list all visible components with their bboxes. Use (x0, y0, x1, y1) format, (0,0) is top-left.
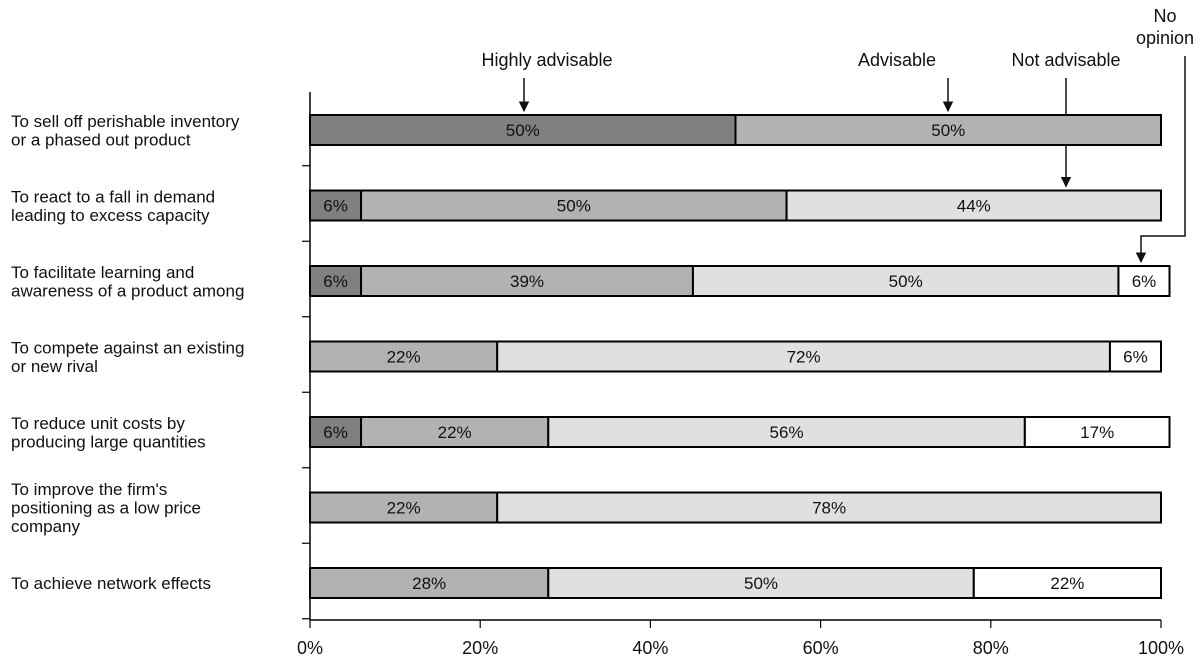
legend-arrow (1135, 56, 1186, 264)
bar-segment-not-advisable (785, 189, 1162, 222)
bar-segment-no-opinion (1117, 265, 1171, 297)
data-label: 6% (323, 197, 348, 216)
category-label: To improve the firm's positioning as a lo… (11, 480, 201, 536)
bar-segment-not-advisable (547, 416, 1026, 448)
category-label: To reduce unit costs by producing large q… (11, 414, 206, 452)
category-label: To sell off perishable inventory or a pha… (11, 112, 240, 150)
data-label: 6% (323, 423, 348, 442)
bars: 50% 50% 6% 50% 44% 6% 39% 50% 6% 22% 72% 6% 6% 22% 56%… (309, 114, 1171, 599)
data-label: 72% (787, 348, 821, 367)
data-label: 6% (1132, 272, 1157, 291)
legend-callout: No opinion (1135, 6, 1194, 264)
data-label: 17% (1080, 423, 1114, 442)
data-label: 50% (506, 121, 540, 140)
legend-callout: Highly advisable (481, 50, 613, 113)
bar-segment-highly-advisable (309, 416, 363, 448)
bar-row: 6% 39% 50% 6% (309, 265, 1171, 297)
bar-row: 22% 78% (309, 491, 1163, 524)
bar-segment-advisable (734, 114, 1162, 146)
legend-label: Not advisable (1011, 50, 1120, 70)
bar-row: 22% 72% 6% (309, 340, 1162, 373)
data-label: 50% (557, 197, 591, 216)
data-label: 22% (387, 499, 421, 518)
bar-segment-advisable (309, 491, 499, 524)
legend-label: Advisable (858, 50, 936, 70)
legend-callout: Advisable (858, 50, 954, 113)
bar-segment-highly-advisable (309, 114, 737, 146)
data-label: 22% (438, 423, 472, 442)
bar-segment-no-opinion (972, 567, 1163, 599)
category-label: To compete against an existing or new riv… (11, 338, 244, 376)
bar-segment-no-opinion (1108, 340, 1162, 373)
bar-segment-not-advisable (496, 340, 1111, 373)
legend-label: No opinion (1136, 6, 1194, 48)
data-label: 44% (957, 197, 991, 216)
category-label: To facilitate learning and awareness of a… (11, 263, 244, 301)
bar-segment-advisable (360, 416, 550, 448)
x-tick-label: 80% (973, 638, 1009, 657)
data-label: 39% (510, 272, 544, 291)
data-label: 22% (387, 348, 421, 367)
category-label: To react to a fall in demand leading to e… (11, 187, 215, 225)
data-label: 50% (889, 272, 923, 291)
category-labels: To sell off perishable inventory or a pha… (11, 112, 244, 593)
data-label: 6% (323, 272, 348, 291)
bar-row: 50% 50% (309, 114, 1162, 146)
bar-segment-no-opinion (1023, 416, 1171, 448)
x-tick-label: 60% (803, 638, 839, 657)
axes: 0% 20% 40% 60% 80% 100% (297, 92, 1184, 658)
bar-segment-advisable (309, 340, 499, 373)
data-label: 28% (412, 574, 446, 593)
x-tick-label: 40% (632, 638, 668, 657)
bar-row: 6% 50% 44% (309, 189, 1162, 222)
data-label: 22% (1050, 574, 1084, 593)
data-label: 50% (931, 121, 965, 140)
data-label: 78% (812, 499, 846, 518)
category-label: To achieve network effects (11, 574, 211, 593)
legend-callouts: Highly advisable Advisable Not advisable No… (481, 6, 1194, 264)
x-tick-label: 0% (297, 638, 323, 657)
x-tick-label: 20% (462, 638, 498, 657)
legend-label: Highly advisable (481, 50, 612, 70)
bar-segment-advisable (360, 265, 694, 297)
bar-row: 6% 22% 56% 17% (309, 416, 1171, 448)
data-label: 6% (1123, 348, 1148, 367)
bar-segment-not-advisable (691, 265, 1120, 297)
data-label: 50% (744, 574, 778, 593)
bar-row: 28% 50% 22% (309, 567, 1163, 599)
x-tick-label: 100% (1138, 638, 1184, 657)
data-label: 56% (770, 423, 804, 442)
bar-segment-not-advisable (496, 491, 1163, 524)
